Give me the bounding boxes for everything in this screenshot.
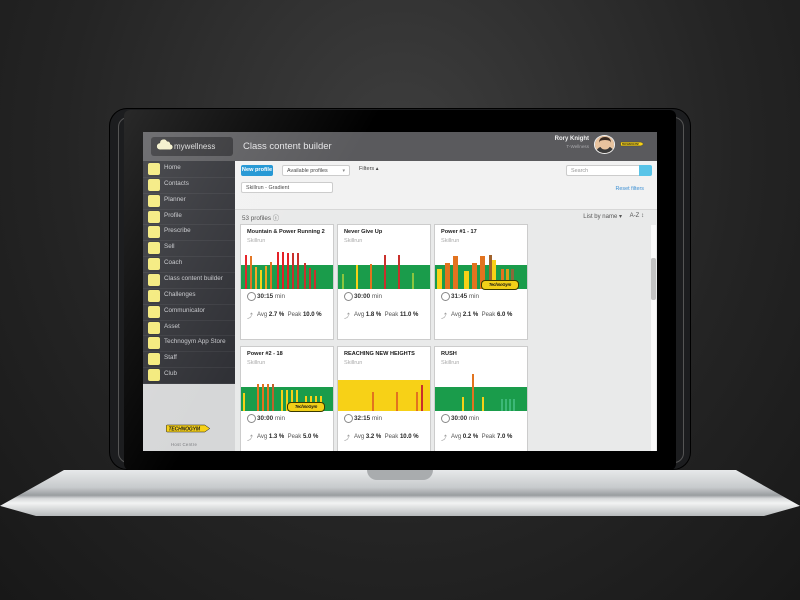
- svg-text:TECHNOGYM: TECHNOGYM: [169, 427, 201, 433]
